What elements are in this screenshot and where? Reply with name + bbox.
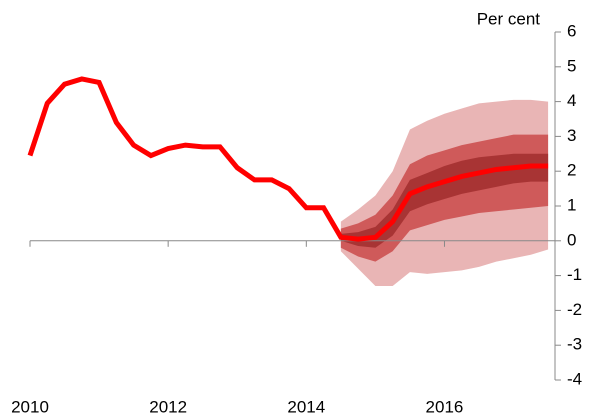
x-tick-label: 2014 [287, 397, 325, 416]
y-tick-label: 2 [567, 161, 576, 180]
y-tick-label: 3 [567, 126, 576, 145]
y-tick-label: -1 [567, 265, 582, 284]
y-tick-label: -4 [567, 369, 582, 388]
y-tick-label: 5 [567, 56, 576, 75]
y-tick-label: 6 [567, 21, 576, 40]
x-tick-label: 2010 [11, 397, 49, 416]
x-tick-label: 2012 [149, 397, 187, 416]
y-axis-label: Per cent [477, 9, 541, 28]
y-tick-label: 4 [567, 91, 576, 110]
line [27, 76, 549, 242]
y-tick-label: -2 [567, 300, 582, 319]
x-tick-label: 2016 [426, 397, 464, 416]
y-tick-label: 1 [567, 195, 576, 214]
y-tick-label: -3 [567, 335, 582, 354]
y-tick-label: 0 [567, 230, 576, 249]
